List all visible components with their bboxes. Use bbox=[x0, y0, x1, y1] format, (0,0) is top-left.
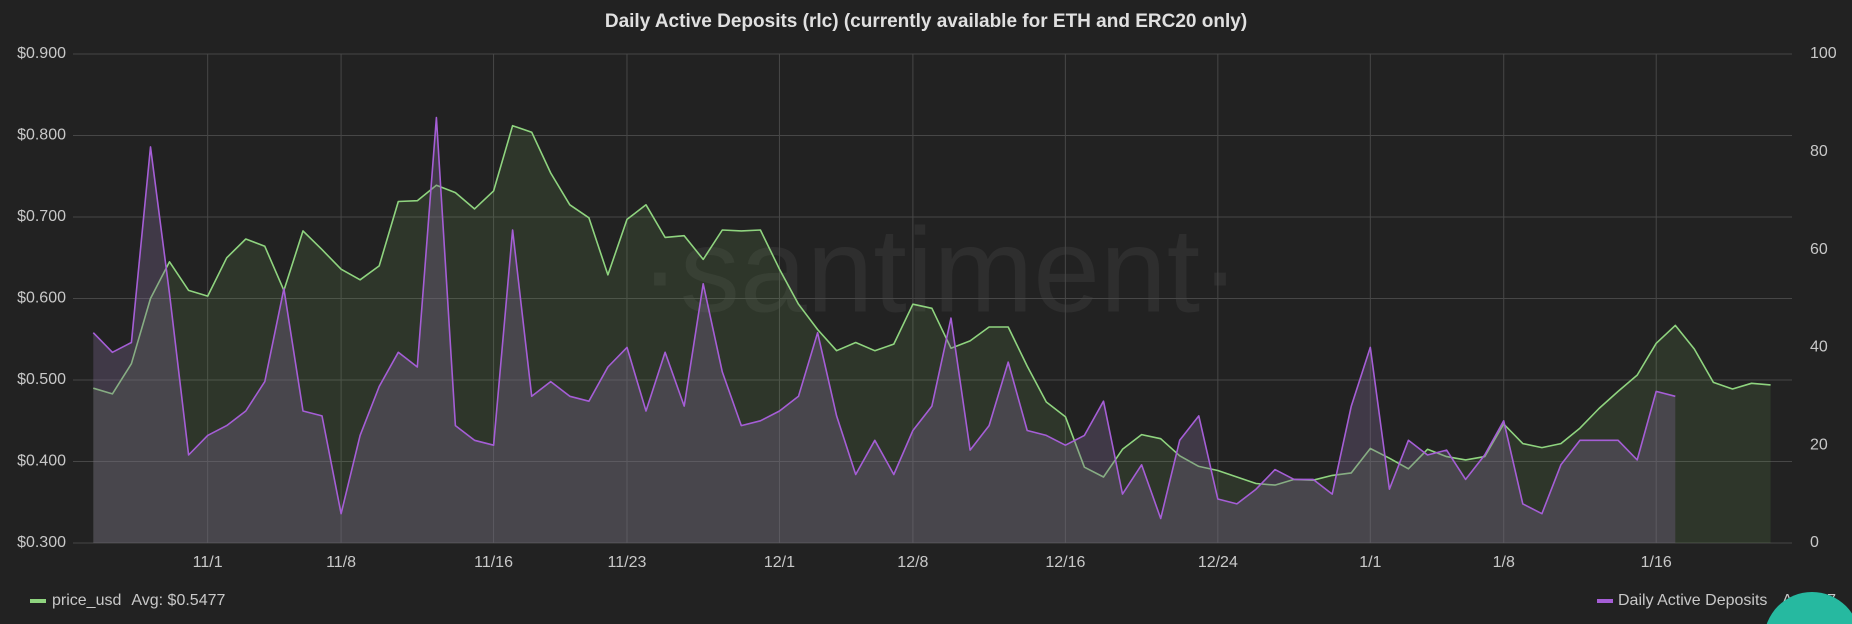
y-tick-label: $0.400 bbox=[17, 453, 66, 470]
help-button[interactable] bbox=[1764, 592, 1852, 624]
y-tick-label: $0.300 bbox=[17, 534, 66, 551]
x-tick-label: 12/8 bbox=[897, 554, 928, 571]
line bbox=[92, 116, 1676, 520]
x-tick-label: 1/1 bbox=[1359, 554, 1381, 571]
legend-avg: Avg: $0.5477 bbox=[131, 592, 225, 609]
y2-tick-label: 40 bbox=[1810, 339, 1828, 356]
chart-title: Daily Active Deposits (rlc) (currently a… bbox=[605, 11, 1247, 32]
y-tick-label: $0.700 bbox=[17, 208, 66, 225]
legend-swatch bbox=[30, 599, 46, 603]
x-tick-label: 1/8 bbox=[1493, 554, 1515, 571]
y-tick-label: $0.800 bbox=[17, 127, 66, 144]
x-tick-label: 11/16 bbox=[474, 554, 513, 571]
y2-tick-label: 20 bbox=[1810, 436, 1828, 453]
legend-swatch bbox=[1597, 599, 1613, 603]
x-tick-label: 12/24 bbox=[1198, 554, 1238, 571]
x-tick-label: 11/8 bbox=[326, 554, 356, 571]
y2-tick-label: 80 bbox=[1810, 143, 1828, 160]
watermark: ·santiment· bbox=[640, 204, 1240, 338]
x-tick-label: 11/1 bbox=[193, 554, 223, 571]
x-tick-label: 11/23 bbox=[608, 554, 647, 571]
y2-tick-label: 60 bbox=[1810, 241, 1828, 258]
x-tick-label: 12/16 bbox=[1045, 554, 1085, 571]
y2-tick-label: 100 bbox=[1810, 45, 1837, 62]
y2-tick-label: 0 bbox=[1810, 534, 1819, 551]
x-tick-label: 12/1 bbox=[764, 554, 795, 571]
x-tick-label: 1/16 bbox=[1641, 554, 1672, 571]
y-tick-label: $0.500 bbox=[17, 371, 66, 388]
legend-label: Daily Active Deposits bbox=[1618, 592, 1767, 609]
line bbox=[93, 124, 1771, 486]
y-tick-label: $0.600 bbox=[17, 290, 66, 307]
legend-label: price_usd bbox=[52, 592, 121, 609]
y-tick-label: $0.900 bbox=[17, 45, 66, 62]
